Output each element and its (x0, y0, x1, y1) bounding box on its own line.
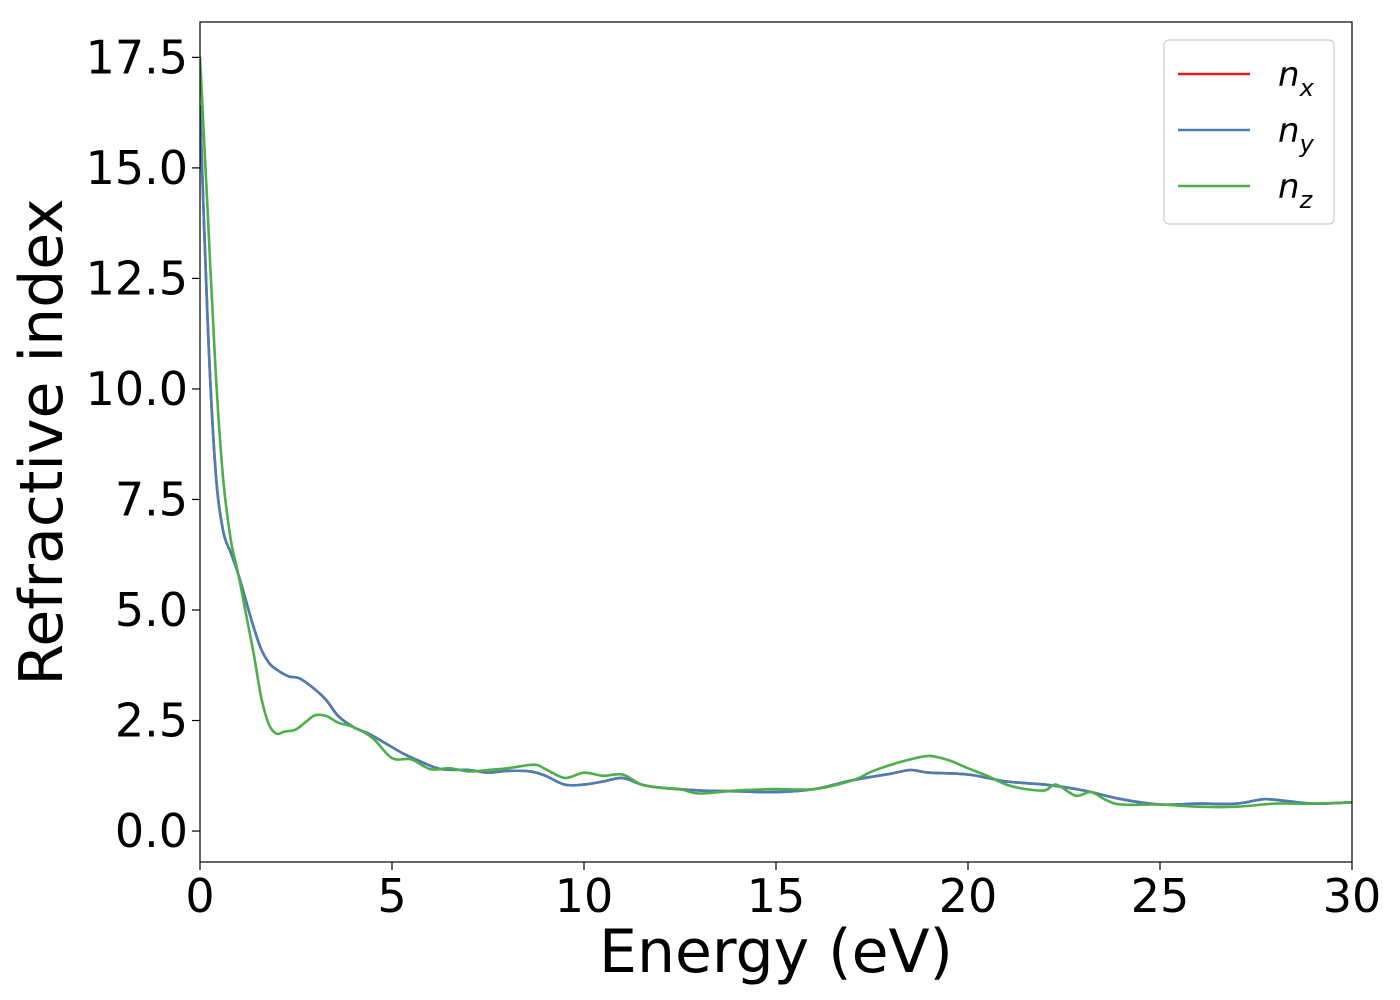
y-tick-label: 5.0 (115, 583, 188, 637)
x-tick-label: 10 (555, 869, 614, 923)
y-tick-label: 10.0 (86, 362, 188, 416)
legend-box (1163, 39, 1335, 225)
y-tick-label: 12.5 (86, 251, 188, 305)
x-tick-label: 0 (185, 869, 214, 923)
ticks-layer: 0 5 10 15 20 25 30 0.0 2.5 5.0 7.5 10.0 12.5 15.0 17.5 (86, 30, 1382, 923)
x-axis-title: Energy (eV) (599, 917, 953, 987)
x-tick-label: 5 (377, 869, 406, 923)
y-tick-label: 17.5 (86, 30, 188, 84)
x-tick-label: 15 (747, 869, 806, 923)
series-line-n-z (200, 56, 1352, 809)
y-axis-title: Refractive index (7, 198, 77, 685)
x-tick-label: 25 (1131, 869, 1190, 923)
x-tick-label: 30 (1323, 869, 1382, 923)
y-tick-label: 15.0 (86, 141, 188, 195)
series-line-n-y (200, 104, 1352, 807)
x-tick-label: 20 (939, 869, 998, 923)
legend-label: nz (1278, 167, 1314, 214)
y-tick-label: 2.5 (115, 694, 188, 748)
plot-area (200, 22, 1352, 862)
y-tick-label: 0.0 (115, 804, 188, 858)
series-layer (200, 56, 1352, 809)
y-tick-label: 7.5 (115, 472, 188, 526)
